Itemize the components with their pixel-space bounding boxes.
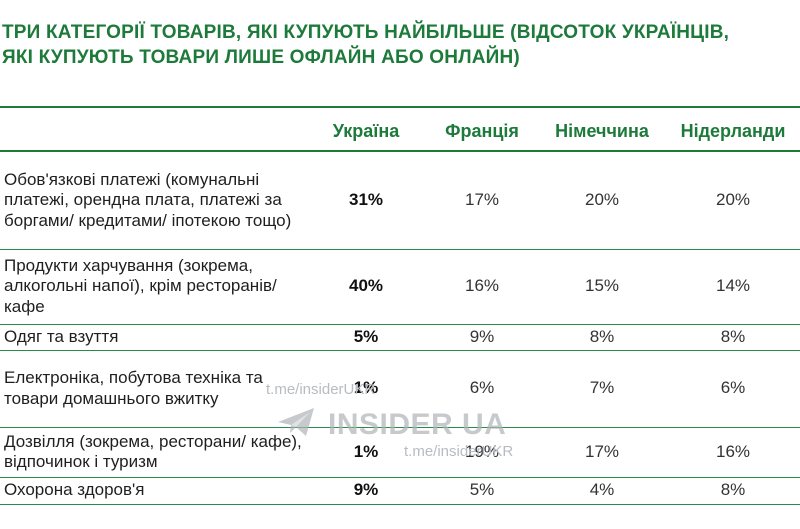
watermark-link: t.me/insiderUKR [404, 443, 514, 460]
header-ukraine: Україна [306, 108, 426, 152]
cell-germany: 4% [538, 477, 666, 505]
table-row: Обов'язкові платежі (комунальні платежі,… [0, 151, 800, 250]
cell-france: 19% [426, 427, 538, 478]
row-label: Одяг та взуття [0, 324, 306, 351]
table-header-row: Україна Франція Німеччина Нідерланди [0, 108, 800, 152]
cell-ukraine: 40% [306, 249, 426, 325]
row-label: Охорона здоров'я [0, 477, 306, 505]
header-category [0, 108, 306, 152]
table-row: Електроніка, побутова техніка та товари … [0, 350, 800, 428]
cell-france: 6% [426, 350, 538, 428]
cell-netherlands: 8% [666, 324, 800, 351]
cell-france: 16% [426, 249, 538, 325]
cell-netherlands: 20% [666, 151, 800, 250]
title-line-1: ТРИ КАТЕГОРІЇ ТОВАРІВ, ЯКІ КУПУЮТЬ НАЙБІ… [2, 22, 730, 43]
cell-france: 5% [426, 477, 538, 505]
table-row: Одяг та взуття 5% 9% 8% 8% [0, 324, 800, 351]
cell-ukraine: 1% [306, 427, 426, 478]
cell-ukraine: 1% [306, 350, 426, 428]
table-row: Продукти харчування (зокрема, алкогольні… [0, 249, 800, 325]
cell-germany: 8% [538, 324, 666, 351]
watermark-logo: INSIDER UA [276, 405, 506, 444]
cell-ukraine: 31% [306, 151, 426, 250]
watermark-link: t.me/insiderUKR [266, 381, 376, 398]
telegram-plane-icon [276, 405, 316, 444]
cell-germany: 15% [538, 249, 666, 325]
row-label: Дозвілля (зокрема, ресторани/ кафе), від… [0, 427, 306, 478]
title-line-2: ЯКІ КУПУЮТЬ ТОВАРИ ЛИШЕ ОФЛАЙН АБО ОНЛАЙ… [2, 47, 520, 68]
data-table: Україна Франція Німеччина Нідерланди Обо… [0, 108, 800, 505]
cell-germany: 17% [538, 427, 666, 478]
cell-netherlands: 16% [666, 427, 800, 478]
top-divider [0, 106, 800, 108]
watermark-logo-text: INSIDER UA [328, 407, 507, 441]
row-label: Обов'язкові платежі (комунальні платежі,… [0, 151, 306, 250]
table-row: Охорона здоров'я 9% 5% 4% 8% [0, 477, 800, 505]
row-label: Електроніка, побутова техніка та товари … [0, 350, 306, 428]
cell-netherlands: 8% [666, 477, 800, 505]
cell-france: 17% [426, 151, 538, 250]
cell-netherlands: 6% [666, 350, 800, 428]
header-france: Франція [426, 108, 538, 152]
cell-germany: 20% [538, 151, 666, 250]
cell-ukraine: 9% [306, 477, 426, 505]
cell-ukraine: 5% [306, 324, 426, 351]
row-label: Продукти харчування (зокрема, алкогольні… [0, 249, 306, 325]
cell-france: 9% [426, 324, 538, 351]
cell-germany: 7% [538, 350, 666, 428]
header-germany: Німеччина [538, 108, 666, 152]
table-row: Дозвілля (зокрема, ресторани/ кафе), від… [0, 427, 800, 478]
header-netherlands: Нідерланди [666, 108, 800, 152]
page-title: ТРИ КАТЕГОРІЇ ТОВАРІВ, ЯКІ КУПУЮТЬ НАЙБІ… [2, 20, 782, 70]
cell-netherlands: 14% [666, 249, 800, 325]
